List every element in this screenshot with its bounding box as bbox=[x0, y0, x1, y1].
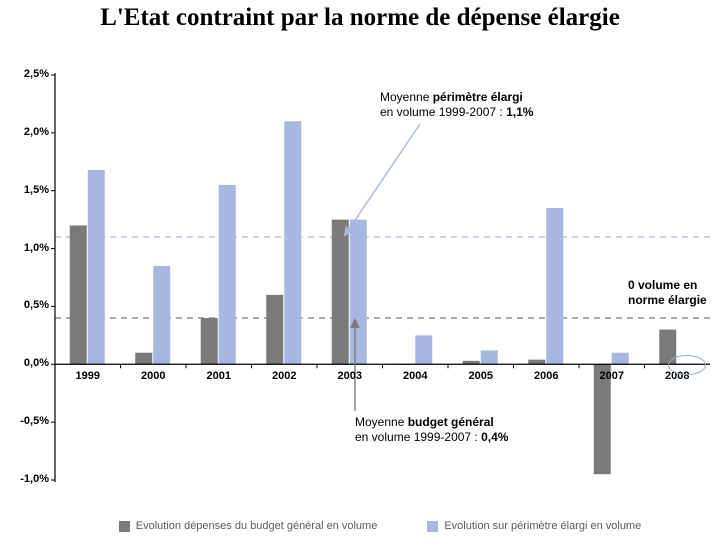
bar-chart bbox=[0, 0, 720, 540]
x-tick-label: 2003 bbox=[320, 370, 380, 382]
y-tick-label: 2,5% bbox=[9, 68, 49, 80]
annotation-elargi: Moyenne périmètre élargien volume 1999-2… bbox=[380, 90, 533, 120]
y-tick-label: 0,5% bbox=[9, 299, 49, 311]
annotation-budget: Moyenne budget généralen volume 1999-200… bbox=[355, 415, 508, 445]
legend-item-elargi: Evolution sur périmètre élargi en volume bbox=[427, 520, 641, 532]
legend-item-budget: Evolution dépenses du budget général en … bbox=[119, 520, 378, 532]
x-tick-label: 2004 bbox=[385, 370, 445, 382]
y-tick-label: 2,0% bbox=[9, 126, 49, 138]
legend-swatch-icon bbox=[427, 521, 438, 532]
y-tick-label: 1,0% bbox=[9, 242, 49, 254]
y-tick-label: -1,0% bbox=[9, 473, 49, 485]
legend-label: Evolution dépenses du budget général en … bbox=[136, 520, 378, 532]
x-tick-label: 2005 bbox=[451, 370, 511, 382]
y-tick-label: 1,5% bbox=[9, 184, 49, 196]
x-tick-label: 2002 bbox=[254, 370, 314, 382]
y-tick-label: 0,0% bbox=[9, 357, 49, 369]
x-tick-label: 2007 bbox=[582, 370, 642, 382]
y-tick-label: -0,5% bbox=[9, 415, 49, 427]
chart-container bbox=[0, 0, 720, 540]
legend-label: Evolution sur périmètre élargi en volume bbox=[444, 520, 641, 532]
annotation-zero_norme: 0 volume ennorme élargie bbox=[628, 278, 707, 308]
x-tick-label: 2006 bbox=[516, 370, 576, 382]
x-tick-label: 2008 bbox=[647, 370, 707, 382]
x-tick-label: 2001 bbox=[189, 370, 249, 382]
x-tick-label: 1999 bbox=[58, 370, 118, 382]
legend-swatch-icon bbox=[119, 521, 130, 532]
x-tick-label: 2000 bbox=[123, 370, 183, 382]
legend: Evolution dépenses du budget général en … bbox=[60, 520, 700, 532]
